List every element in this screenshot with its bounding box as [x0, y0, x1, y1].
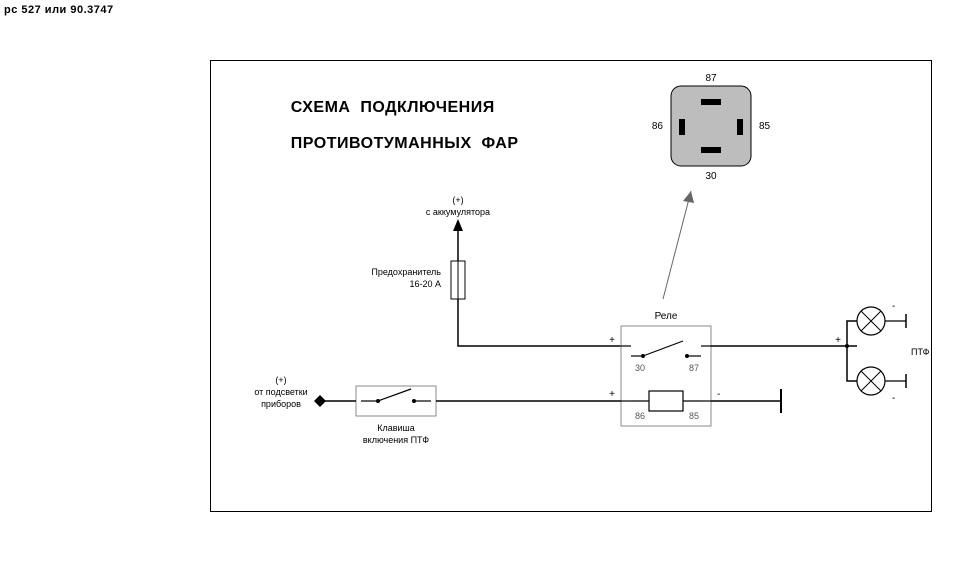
- diagram-frame: СХЕМА ПОДКЛЮЧЕНИЯ ПРОТИВОТУМАННЫХ ФАР 87…: [210, 60, 932, 512]
- relay-pin-87: 87: [689, 363, 699, 373]
- dash-line1: от подсветки: [254, 387, 307, 397]
- relay-pin-85: 85: [689, 411, 699, 421]
- minus-lamp-bottom: -: [892, 393, 895, 404]
- wire-relay87-to-lamps: +: [711, 321, 857, 381]
- dash-line2: приборов: [261, 399, 301, 409]
- pin-label-30: 30: [705, 171, 717, 182]
- dash-plus: (+): [275, 375, 286, 385]
- relay-pin-30: 30: [635, 363, 645, 373]
- accumulator-source: (+) с аккумулятора: [426, 195, 490, 261]
- switch-label-1: Клавиша: [377, 423, 415, 433]
- fog-lamp-top: -: [857, 301, 906, 335]
- ptf-label: ПТФ: [911, 347, 930, 357]
- fog-lamp-bottom: -: [857, 367, 906, 404]
- relay-socket-icon: 87 86 85 30: [652, 73, 771, 182]
- relay-box: Реле 30 87 86 85: [621, 311, 711, 426]
- page-corner-label: рс 527 или 90.3747: [4, 4, 114, 16]
- accumulator-plus: (+): [452, 195, 463, 205]
- wire-switch-to-relay86: +: [436, 389, 621, 401]
- switch-label-2: включения ПТФ: [363, 435, 429, 445]
- arrow-to-socket: [663, 191, 694, 299]
- wire-relay85-ground: -: [711, 389, 781, 413]
- minus-relay-coil: -: [717, 389, 720, 400]
- wiring-schematic: 87 86 85 30 (+) с аккумулятора Предохран…: [211, 61, 931, 511]
- wire-fuse-to-relay30: +: [458, 299, 621, 346]
- fuse-label-2: 16-20 А: [409, 279, 441, 289]
- relay-label: Реле: [655, 311, 678, 322]
- minus-lamp-top: -: [892, 301, 895, 312]
- relay-pin-86: 86: [635, 411, 645, 421]
- accumulator-text: с аккумулятора: [426, 207, 490, 217]
- plus-relay-coil: +: [609, 389, 615, 400]
- pin-label-85: 85: [759, 121, 771, 132]
- switch: Клавиша включения ПТФ: [356, 386, 436, 445]
- plus-relay-in: +: [609, 335, 615, 346]
- fuse: Предохранитель 16-20 А: [371, 261, 465, 299]
- plus-lamps: +: [835, 335, 841, 346]
- dash-source: (+) от подсветки приборов: [254, 375, 356, 409]
- pin-label-87: 87: [705, 73, 717, 84]
- pin-label-86: 86: [652, 121, 664, 132]
- fuse-label-1: Предохранитель: [371, 267, 441, 277]
